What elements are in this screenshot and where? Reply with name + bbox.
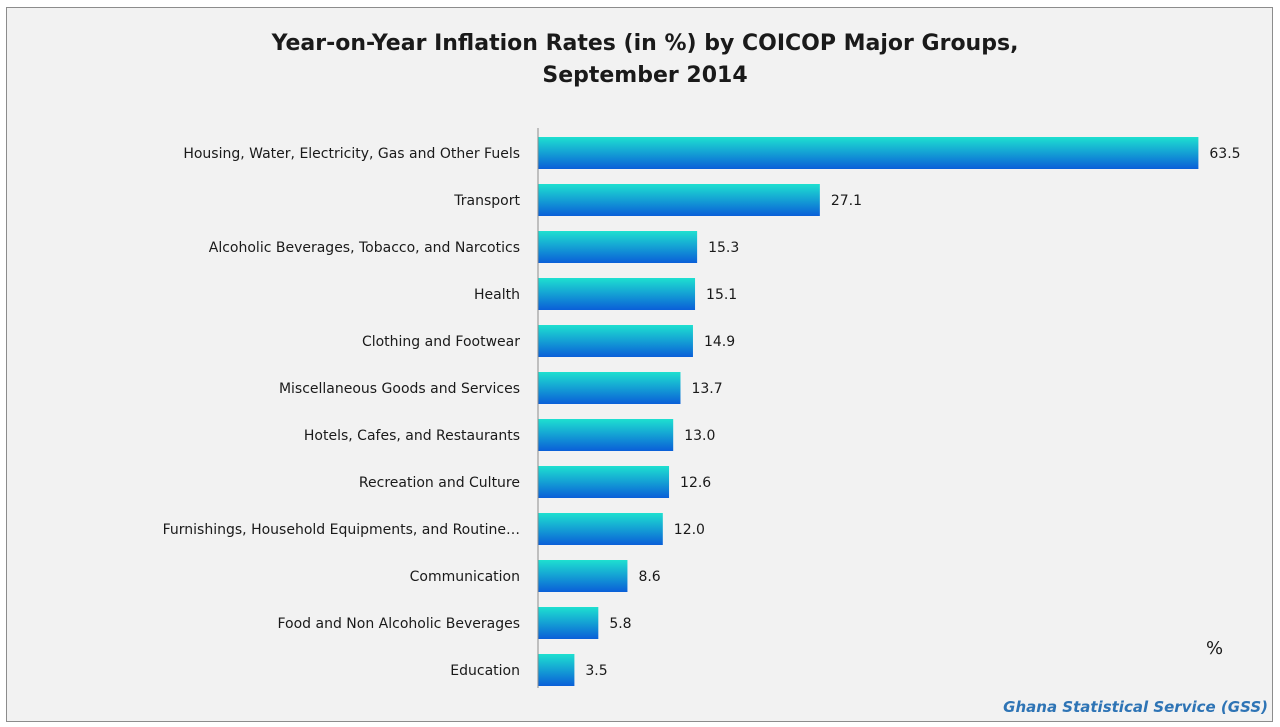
value-label: 3.5 — [585, 663, 607, 679]
category-label: Alcoholic Beverages, Tobacco, and Narcot… — [209, 240, 520, 256]
value-label: 12.6 — [680, 475, 711, 491]
category-label: Miscellaneous Goods and Services — [279, 381, 520, 397]
value-label: 63.5 — [1209, 146, 1240, 162]
source-credit: Ghana Statistical Service (GSS) — [1003, 698, 1268, 716]
bar — [538, 325, 693, 357]
bar — [538, 560, 628, 592]
bar — [538, 513, 663, 545]
bar — [538, 466, 670, 498]
category-label: Recreation and Culture — [359, 475, 520, 491]
category-label: Food and Non Alcoholic Beverages — [277, 616, 520, 632]
bar — [538, 372, 681, 404]
bar — [538, 419, 674, 451]
value-label: 8.6 — [638, 569, 660, 585]
value-label: 14.9 — [704, 334, 735, 350]
value-label: 15.1 — [706, 287, 737, 303]
value-label: 27.1 — [831, 193, 862, 209]
value-label: 13.7 — [691, 381, 722, 397]
bar — [538, 137, 1199, 169]
chart-frame — [6, 7, 1273, 722]
category-label: Health — [474, 287, 520, 303]
category-label: Education — [450, 663, 520, 679]
value-label: 12.0 — [674, 522, 705, 538]
value-label: 13.0 — [684, 428, 715, 444]
category-label: Communication — [410, 569, 520, 585]
bar — [538, 184, 820, 216]
bar — [538, 231, 698, 263]
value-label: 5.8 — [609, 616, 631, 632]
unit-label: % — [1206, 638, 1224, 659]
bar — [538, 654, 575, 686]
bar — [538, 278, 696, 310]
bar — [538, 607, 599, 639]
value-label: 15.3 — [708, 240, 739, 256]
category-label: Transport — [453, 193, 520, 209]
category-label: Clothing and Footwear — [362, 334, 520, 350]
category-label: Hotels, Cafes, and Restaurants — [304, 428, 520, 444]
category-label: Housing, Water, Electricity, Gas and Oth… — [183, 146, 520, 162]
chart-title: Year-on-Year Inflation Rates (in %) by C… — [271, 31, 1019, 88]
category-label: Furnishings, Household Equipments, and R… — [163, 522, 520, 538]
